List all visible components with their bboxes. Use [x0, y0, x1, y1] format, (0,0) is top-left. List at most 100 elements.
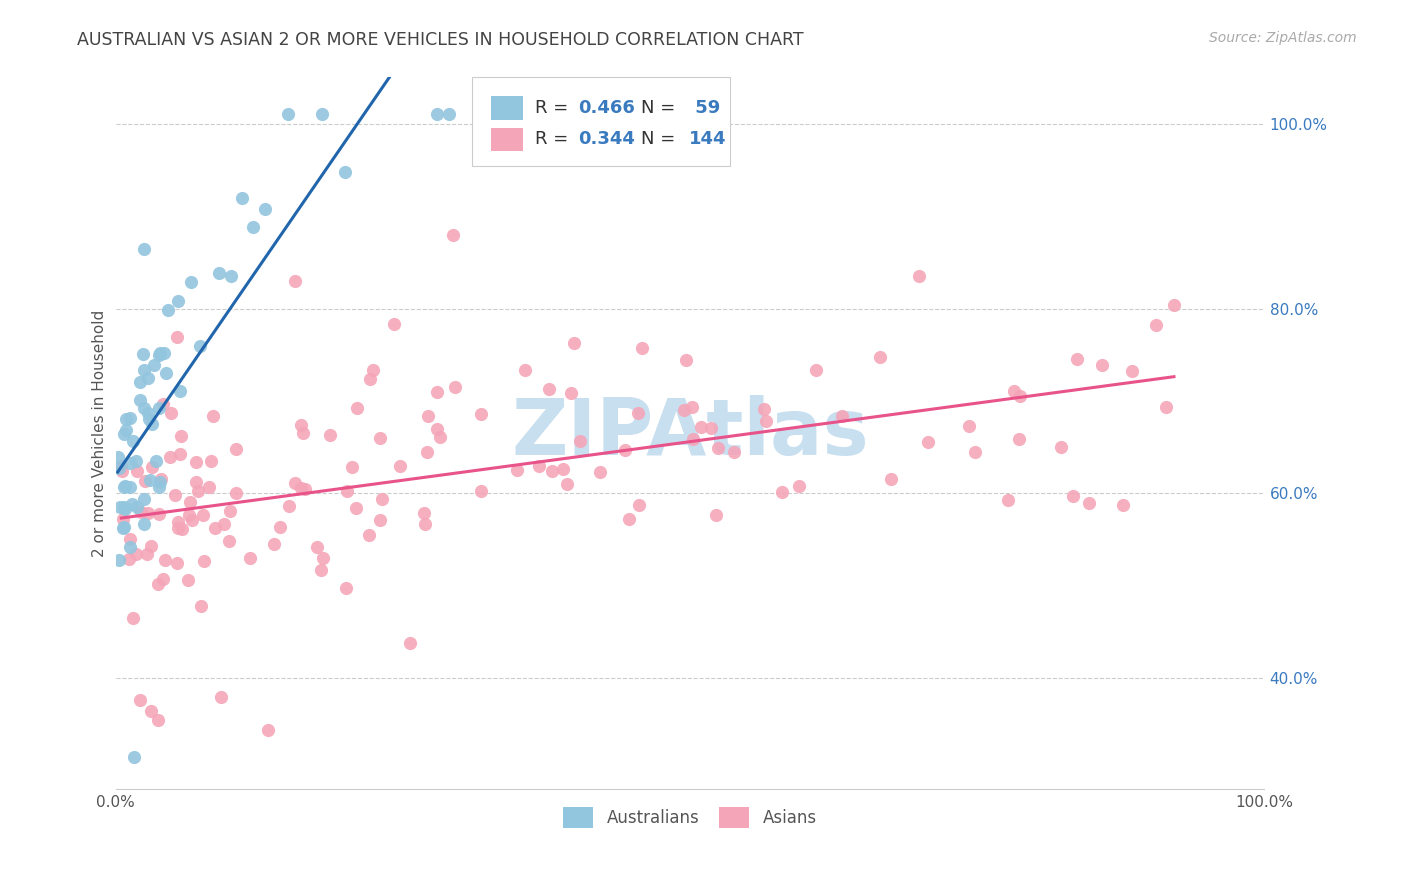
Point	[681, 401, 703, 415]
Point	[627, 406, 650, 420]
Point	[153, 346, 176, 360]
Point	[112, 521, 135, 535]
Point	[176, 573, 198, 587]
Point	[108, 553, 131, 567]
Point	[231, 192, 253, 206]
Point	[169, 384, 191, 399]
Point	[426, 384, 449, 399]
Point	[148, 348, 170, 362]
Point	[193, 508, 215, 522]
Point	[145, 454, 167, 468]
Text: R =: R =	[534, 130, 574, 148]
Point	[122, 750, 145, 764]
Point	[957, 419, 980, 434]
Point	[723, 445, 745, 459]
Point	[108, 461, 131, 475]
Point	[170, 522, 193, 536]
Point	[155, 366, 177, 380]
Point	[148, 508, 170, 522]
Point	[1156, 400, 1178, 414]
Point	[305, 540, 328, 554]
Point	[209, 690, 232, 704]
Point	[340, 459, 363, 474]
Point	[319, 428, 342, 442]
Text: 59: 59	[689, 99, 720, 117]
Point	[370, 512, 392, 526]
Point	[965, 445, 987, 459]
Point	[1163, 298, 1185, 312]
Point	[398, 636, 420, 650]
Point	[181, 513, 204, 527]
Point	[159, 406, 181, 420]
Point	[169, 447, 191, 461]
Point	[690, 420, 713, 434]
Point	[1062, 489, 1084, 503]
Point	[202, 409, 225, 423]
Point	[167, 294, 190, 309]
Point	[115, 423, 138, 437]
Point	[755, 414, 778, 428]
Point	[108, 500, 131, 515]
Point	[555, 476, 578, 491]
Point	[416, 409, 439, 423]
Point	[148, 401, 170, 415]
Point	[1121, 364, 1143, 378]
Point	[707, 441, 730, 455]
Y-axis label: 2 or more Vehicles in Household: 2 or more Vehicles in Household	[93, 310, 107, 557]
Point	[127, 464, 149, 478]
Point	[118, 552, 141, 566]
Point	[359, 371, 381, 385]
Point	[560, 386, 582, 401]
Point	[256, 723, 278, 737]
Text: 144: 144	[689, 130, 727, 148]
Point	[1077, 496, 1099, 510]
Point	[122, 611, 145, 625]
Point	[513, 363, 536, 377]
Point	[149, 475, 172, 489]
Point	[284, 475, 307, 490]
Point	[128, 392, 150, 407]
Point	[129, 375, 152, 389]
Point	[429, 430, 451, 444]
Point	[204, 521, 226, 535]
Point	[699, 421, 721, 435]
Point	[917, 435, 939, 450]
Point	[152, 397, 174, 411]
Text: N =: N =	[641, 130, 681, 148]
Point	[118, 457, 141, 471]
Point	[704, 508, 727, 523]
Point	[129, 505, 152, 519]
Point	[114, 502, 136, 516]
Point	[225, 486, 247, 500]
Point	[335, 483, 357, 498]
Point	[153, 553, 176, 567]
Point	[443, 379, 465, 393]
Point	[1091, 358, 1114, 372]
Point	[772, 484, 794, 499]
Point	[148, 480, 170, 494]
Point	[136, 406, 159, 420]
Point	[193, 554, 215, 568]
Point	[613, 442, 636, 457]
Point	[127, 500, 149, 514]
Point	[132, 347, 155, 361]
Point	[112, 426, 135, 441]
Point	[413, 517, 436, 532]
Point	[553, 462, 575, 476]
Point	[335, 165, 357, 179]
Point	[384, 317, 406, 331]
Point	[1002, 384, 1025, 398]
Point	[628, 498, 651, 512]
Point	[437, 107, 460, 121]
Point	[138, 412, 160, 426]
Point	[291, 425, 314, 440]
Text: 0.344: 0.344	[578, 130, 636, 148]
Point	[219, 504, 242, 518]
Point	[672, 402, 695, 417]
Point	[157, 302, 180, 317]
Point	[789, 479, 811, 493]
Point	[167, 521, 190, 535]
Text: AUSTRALIAN VS ASIAN 2 OR MORE VEHICLES IN HOUSEHOLD CORRELATION CHART: AUSTRALIAN VS ASIAN 2 OR MORE VEHICLES I…	[77, 31, 804, 49]
Point	[170, 429, 193, 443]
Text: R =: R =	[534, 99, 574, 117]
